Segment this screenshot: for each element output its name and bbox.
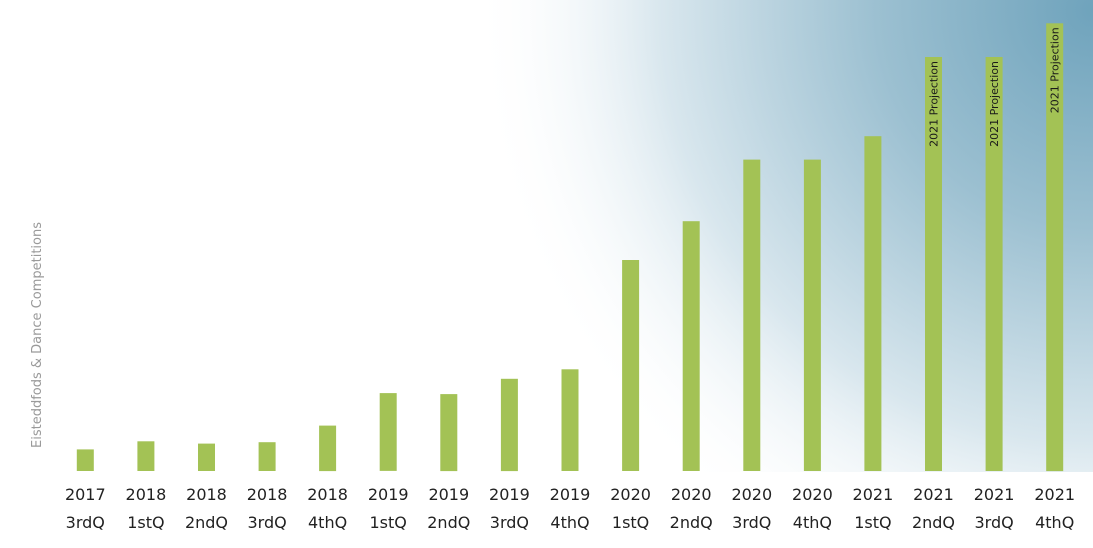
bar [258,442,276,471]
x-tick-label-quarter: 2ndQ [185,513,228,532]
bar [561,369,579,471]
bar-annotations: 2021 Projection 2021 Projection 2021 Proje… [928,27,1062,147]
x-tick-label-quarter: 4thQ [1035,513,1074,532]
bar [500,378,518,472]
x-tick-label-year: 2021 [853,485,894,504]
x-tick-label-year: 2020 [731,485,772,504]
bar [319,425,337,472]
x-tick-label-quarter: 4thQ [308,513,347,532]
x-tick-label-year: 2020 [792,485,833,504]
x-tick-label-quarter: 2ndQ [912,513,955,532]
x-tick-label-quarter: 1stQ [612,513,649,532]
x-tick-label-year: 2021 [1034,485,1075,504]
bar [137,441,155,471]
bar [440,394,458,472]
bar-annotation: 2021 Projection [988,61,1001,147]
x-tick-label-quarter: 4thQ [550,513,589,532]
x-tick-label-quarter: 2ndQ [670,513,713,532]
bar [198,443,215,471]
bar [682,221,700,471]
x-tick-label-year: 2017 [65,485,106,504]
x-tick-label-year: 2020 [610,485,651,504]
bar-annotation: 2021 Projection [928,61,941,147]
bar [622,260,640,471]
bar [925,57,942,471]
x-tick-label-year: 2021 [974,485,1015,504]
x-tick-label-quarter: 3rdQ [247,513,286,532]
x-tick-label-year: 2019 [368,485,409,504]
x-tick-label-year: 2018 [247,485,288,504]
x-tick-label-year: 2019 [428,485,469,504]
y-axis-label: Eisteddfods & Dance Competitions [30,222,45,448]
x-tick-label-quarter: 2ndQ [427,513,470,532]
x-tick-label-quarter: 3rdQ [490,513,529,532]
x-tick-labels: 2017 3rdQ 2018 1stQ 2018 2ndQ 2018 3rdQ 2018 4thQ… [65,485,1075,532]
x-tick-label-year: 2019 [489,485,530,504]
x-tick-label-year: 2018 [126,485,167,504]
x-tick-label-quarter: 3rdQ [66,513,105,532]
x-tick-label-year: 2018 [186,485,227,504]
x-tick-label-quarter: 3rdQ [732,513,771,532]
background-glow [0,0,1093,472]
x-tick-label-year: 2018 [307,485,348,504]
x-tick-label-quarter: 4thQ [793,513,832,532]
x-tick-label-quarter: 1stQ [127,513,164,532]
bar [379,393,397,471]
bar [1046,23,1064,472]
bar [76,449,94,471]
bar [864,136,882,471]
x-tick-label-year: 2019 [550,485,591,504]
x-tick-label-year: 2021 [913,485,954,504]
x-tick-label-quarter: 3rdQ [974,513,1013,532]
x-tick-label-quarter: 1stQ [370,513,407,532]
bar [803,159,821,471]
bar [985,57,1003,471]
x-tick-label-year: 2020 [671,485,712,504]
x-tick-label-quarter: 1stQ [854,513,891,532]
bar-annotation: 2021 Projection [1049,27,1062,113]
bars [76,23,1064,472]
bar [743,159,761,471]
